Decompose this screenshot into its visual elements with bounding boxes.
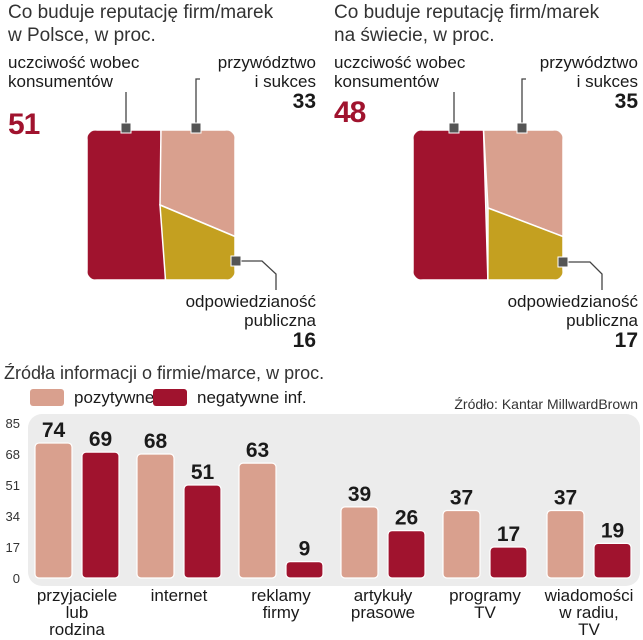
y-tick-label: 51 [6,478,20,493]
panel1-value-leadership: 33 [292,90,316,113]
y-tick-label: 85 [6,416,20,431]
x-category-label: wiadomości [544,586,634,605]
panel2-label-honesty-1: uczciwość wobec [334,53,466,72]
bar-value-label: 39 [348,483,371,506]
panel2-leader-responsibility-marker [557,256,569,268]
bar-negative [593,542,632,579]
panel1-slices [87,130,235,280]
y-tick-label: 34 [6,509,20,524]
x-category-label: w radiu, [558,603,619,622]
legend-negative-label: negatywne inf. [197,388,307,407]
panel2-label-leadership-1: przywództwo [539,53,638,72]
x-category-label: TV [474,603,496,622]
bar-negative [387,529,426,579]
bar-panel-background [28,414,640,586]
x-category-label: internet [151,586,208,605]
panel1-label-leadership-1: przywództwo [217,53,316,72]
panel1-title-line1: Co buduje reputację firm/marek [8,2,274,23]
panel1-value-responsibility: 16 [292,329,316,352]
bar-negative [183,484,222,579]
panel2-label-responsibility-2: publiczna [566,311,638,330]
bar-value-label: 17 [497,523,520,546]
panel1-leader-leadership-line [195,78,200,128]
x-category-label: artykuły [354,586,413,605]
panel1-leader-responsibility-marker [230,255,242,267]
panel2-leader-leadership-line [521,78,526,128]
panel2-value-responsibility: 17 [614,329,638,352]
panel1-leader-responsibility-line [236,260,277,290]
bar-value-label: 9 [299,538,311,561]
bars-title: Źródła informacji o firmie/marce, w proc… [4,363,325,383]
bar-negative [285,560,324,579]
panel2-slice-responsibility [487,206,563,280]
panel1-label-honesty-2: konsumentów [8,72,113,91]
bar-value-label: 37 [450,487,473,510]
bar-positive [34,442,73,579]
panel1-slice-leadership [159,130,235,238]
panel2-slice-leadership [482,130,563,238]
panel2-leader-honesty-marker [448,122,460,134]
x-category-label: programy [449,586,521,605]
x-category-label: TV [578,620,600,639]
panel1-label-responsibility-2: publiczna [244,311,316,330]
x-category-label: lub [66,603,89,622]
bar-positive [546,509,585,579]
bar-negative [81,451,120,579]
bar-value-label: 51 [191,461,215,484]
bar-value-label: 37 [554,487,577,510]
legend-positive-swatch [30,389,64,406]
panel2-label-leadership-2: i sukces [576,72,638,91]
bar-value-label: 19 [601,519,624,542]
y-tick-label: 0 [13,571,20,586]
panel2-leader-responsibility-line [563,261,603,290]
panel2-label-responsibility-1: odpowiedzianość [507,292,638,311]
legend-negative-swatch [153,389,187,406]
panel1-label-leadership-2: i sukces [254,72,316,91]
y-tick-label: 68 [6,447,20,462]
panel1-value-honesty: 51 [8,108,40,141]
panel2-slice-honesty [413,130,489,280]
x-category-label: firmy [263,603,300,622]
source-note: Źródło: Kantar MillwardBrown [454,396,638,412]
panel2-leader-leadership-marker [516,122,528,134]
panel1-title-line2: w Polsce, w proc. [8,25,156,46]
panel2-title-line2: na świecie, w proc. [334,25,495,46]
y-tick-label: 17 [6,540,20,555]
panel2-value-honesty: 48 [334,96,366,129]
panel1-slice-honesty [87,130,167,280]
panel1-leader-honesty-marker [120,122,132,134]
bar-positive [442,509,481,579]
bar-negative [489,546,528,579]
bar-positive [238,462,277,579]
bar-positive [136,453,175,579]
bar-value-label: 63 [246,439,269,462]
panel2-title-line1: Co buduje reputację firm/marek [334,2,600,23]
panel2-slices [413,130,563,280]
panel2-label-honesty-2: konsumentów [334,72,439,91]
x-category-label: reklamy [251,586,311,605]
bar-value-label: 74 [42,419,66,442]
x-category-label: rodzina [49,620,105,639]
bar-value-label: 69 [89,428,112,451]
panel2-value-leadership: 35 [614,90,638,113]
x-category-label: przyjaciele [37,586,117,605]
bar-positive [340,506,379,579]
bar-value-label: 26 [395,507,418,530]
panel1-label-honesty-1: uczciwość wobec [8,53,140,72]
panel1-slice-responsibility [159,203,235,280]
bar-value-label: 68 [144,430,168,453]
panel1-label-responsibility-1: odpowiedzianość [185,292,316,311]
x-category-label: prasowe [351,603,415,622]
panel1-leader-leadership-marker [190,122,202,134]
